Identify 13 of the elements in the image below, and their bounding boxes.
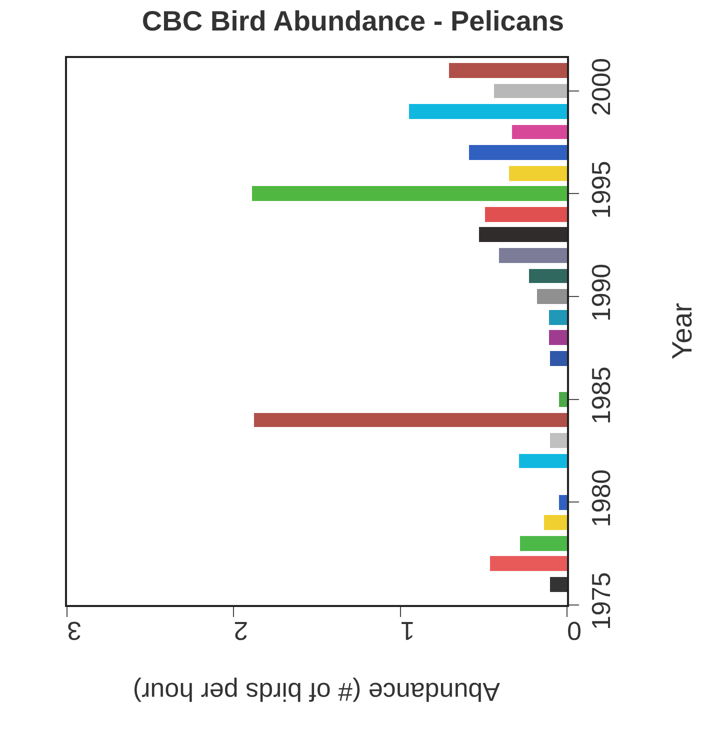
y-tick-label: 1980 bbox=[586, 469, 616, 528]
x-tick-label: 3 bbox=[67, 616, 82, 646]
y-axis-title: Year bbox=[666, 302, 698, 360]
y-tick-label: 2000 bbox=[586, 58, 616, 116]
x-tick-label: 1 bbox=[400, 616, 415, 646]
y-tick-label: 1985 bbox=[586, 366, 616, 424]
y-tick-label: 1975 bbox=[586, 572, 616, 630]
x-tick-label: 2 bbox=[234, 616, 248, 646]
y-tick-label: 1990 bbox=[586, 264, 616, 322]
y-tick-label: 1995 bbox=[586, 160, 616, 219]
chart-title: CBC Bird Abundance - Pelicans bbox=[142, 6, 564, 37]
x-tick-label: 0 bbox=[567, 616, 582, 646]
x-axis-title: Abundance (# of birds per hour) bbox=[132, 677, 500, 708]
